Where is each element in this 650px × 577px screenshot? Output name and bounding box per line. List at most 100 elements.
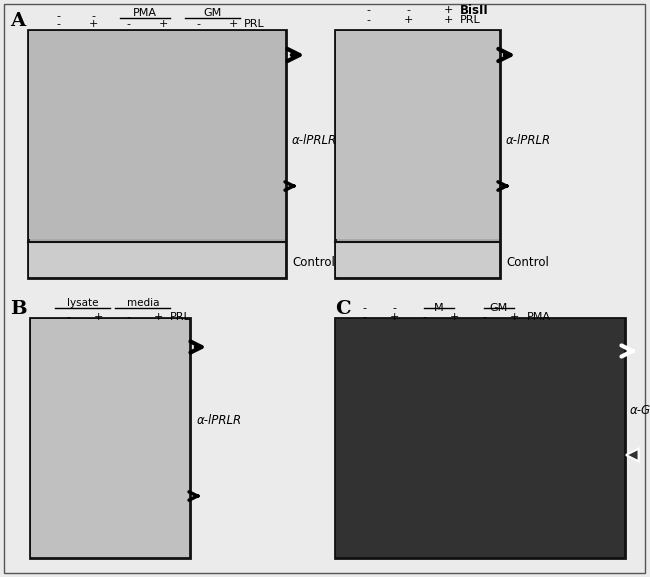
- FancyBboxPatch shape: [502, 398, 526, 416]
- FancyBboxPatch shape: [431, 172, 465, 200]
- FancyBboxPatch shape: [114, 250, 142, 271]
- Text: PMA: PMA: [527, 312, 551, 322]
- FancyBboxPatch shape: [352, 398, 376, 416]
- Text: C: C: [335, 300, 350, 318]
- Text: -: -: [392, 303, 396, 313]
- FancyBboxPatch shape: [183, 250, 213, 271]
- Text: +: +: [389, 312, 398, 322]
- FancyBboxPatch shape: [469, 332, 499, 370]
- FancyBboxPatch shape: [433, 250, 463, 271]
- Text: -: -: [406, 5, 410, 15]
- Text: -: -: [56, 11, 60, 21]
- Text: GM: GM: [204, 8, 222, 18]
- FancyBboxPatch shape: [52, 329, 84, 365]
- FancyBboxPatch shape: [470, 440, 498, 470]
- FancyBboxPatch shape: [350, 440, 378, 470]
- FancyBboxPatch shape: [185, 108, 211, 122]
- FancyBboxPatch shape: [472, 398, 496, 416]
- FancyBboxPatch shape: [351, 39, 385, 71]
- FancyBboxPatch shape: [499, 332, 529, 370]
- Text: +: +: [510, 312, 519, 322]
- Text: +: +: [153, 312, 162, 322]
- Text: -: -: [196, 19, 200, 29]
- Text: α-lPRLR: α-lPRLR: [292, 133, 337, 147]
- Text: +: +: [443, 15, 452, 25]
- FancyBboxPatch shape: [379, 332, 409, 370]
- Text: +: +: [159, 19, 168, 29]
- FancyBboxPatch shape: [82, 329, 114, 365]
- FancyBboxPatch shape: [43, 172, 73, 200]
- Text: α-GHR: α-GHR: [630, 403, 650, 417]
- Text: +: +: [228, 19, 238, 29]
- Text: PRL: PRL: [460, 15, 481, 25]
- FancyBboxPatch shape: [412, 398, 436, 416]
- FancyBboxPatch shape: [183, 172, 213, 200]
- Text: +: +: [88, 19, 98, 29]
- FancyBboxPatch shape: [349, 332, 379, 370]
- FancyBboxPatch shape: [397, 129, 419, 138]
- Text: -: -: [126, 312, 130, 322]
- Text: BisII: BisII: [460, 3, 489, 17]
- FancyBboxPatch shape: [440, 440, 468, 470]
- FancyBboxPatch shape: [78, 172, 108, 200]
- FancyBboxPatch shape: [500, 440, 528, 470]
- FancyBboxPatch shape: [439, 332, 469, 370]
- Text: +: +: [443, 5, 452, 15]
- Bar: [30, 318, 190, 558]
- FancyBboxPatch shape: [437, 129, 459, 138]
- FancyBboxPatch shape: [391, 39, 425, 71]
- FancyBboxPatch shape: [79, 250, 107, 271]
- Text: PRL: PRL: [244, 19, 265, 29]
- Text: -: -: [422, 312, 426, 322]
- FancyBboxPatch shape: [393, 250, 423, 271]
- Text: -: -: [366, 5, 370, 15]
- Text: -: -: [482, 312, 486, 322]
- Text: +: +: [403, 15, 413, 25]
- FancyBboxPatch shape: [410, 440, 438, 470]
- Text: B: B: [10, 300, 27, 318]
- FancyBboxPatch shape: [352, 250, 383, 271]
- Bar: [336, 319, 624, 557]
- Polygon shape: [626, 449, 638, 461]
- FancyBboxPatch shape: [148, 172, 178, 200]
- FancyBboxPatch shape: [113, 172, 143, 200]
- Bar: [335, 30, 500, 278]
- FancyBboxPatch shape: [409, 332, 439, 370]
- FancyBboxPatch shape: [218, 172, 248, 200]
- FancyBboxPatch shape: [42, 39, 74, 71]
- FancyBboxPatch shape: [351, 172, 385, 200]
- FancyBboxPatch shape: [149, 250, 177, 271]
- Bar: [31, 319, 189, 557]
- Text: -: -: [66, 312, 70, 322]
- Text: -: -: [362, 312, 366, 322]
- FancyBboxPatch shape: [46, 108, 70, 122]
- FancyBboxPatch shape: [431, 39, 465, 71]
- FancyBboxPatch shape: [116, 108, 140, 122]
- Text: -: -: [56, 19, 60, 29]
- FancyBboxPatch shape: [218, 250, 248, 271]
- Bar: [336, 31, 499, 239]
- FancyBboxPatch shape: [44, 250, 72, 271]
- FancyBboxPatch shape: [147, 39, 179, 71]
- Bar: [336, 243, 499, 277]
- Text: -: -: [362, 303, 366, 313]
- Text: α-lPRLR: α-lPRLR: [197, 414, 242, 426]
- FancyBboxPatch shape: [143, 482, 173, 510]
- FancyBboxPatch shape: [380, 440, 408, 470]
- FancyBboxPatch shape: [182, 39, 214, 71]
- Text: PMA: PMA: [133, 8, 157, 18]
- FancyBboxPatch shape: [382, 398, 406, 416]
- Text: Control: Control: [506, 256, 549, 268]
- Text: +: +: [94, 312, 103, 322]
- Text: A: A: [10, 12, 25, 30]
- Text: -: -: [91, 11, 95, 21]
- Bar: [29, 31, 285, 239]
- Text: -: -: [126, 19, 130, 29]
- Text: lysate: lysate: [67, 298, 99, 308]
- Text: α-lPRLR: α-lPRLR: [506, 133, 551, 147]
- Text: M: M: [434, 303, 444, 313]
- Bar: [29, 243, 285, 277]
- Bar: [335, 318, 625, 558]
- Text: GM: GM: [490, 303, 508, 313]
- Bar: [28, 30, 286, 278]
